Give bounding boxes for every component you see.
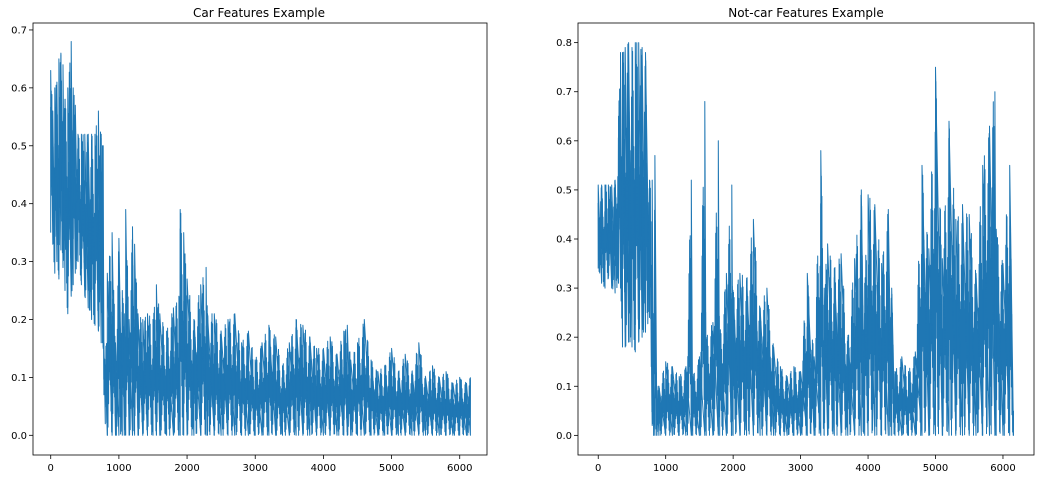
plot-frame: [32, 22, 488, 456]
x-tick-label: 4000: [855, 463, 880, 474]
series-layer: [597, 42, 1014, 436]
x-tick-label: 1000: [653, 463, 678, 474]
x-tick-label: 2000: [174, 463, 199, 474]
y-tick-label: 0.0: [11, 431, 27, 442]
y-tick-label: 0.1: [556, 382, 572, 393]
not-car-features-chart: Not-car Features Example 0 1000 2000 3000 40…: [556, 6, 1035, 474]
x-tick-label: 5000: [923, 463, 948, 474]
x-tick-label: 0: [48, 463, 54, 474]
y-tick-label: 0.3: [556, 284, 572, 295]
y-tick-label: 0.6: [556, 136, 572, 147]
series-layer: [50, 41, 471, 436]
y-tick-label: 0.4: [556, 235, 572, 246]
y-tick-label: 0.7: [11, 25, 27, 36]
x-tick-label: 6000: [447, 463, 472, 474]
series-peaks: [597, 42, 1014, 436]
x-tick-label: 3000: [243, 463, 268, 474]
y-axis: 0.0 0.1 0.2 0.3 0.4 0.5 0.6 0.7: [11, 25, 33, 442]
x-axis: 0 1000 2000 3000 4000 5000 6000: [48, 455, 472, 474]
x-tick-label: 0: [595, 463, 601, 474]
y-tick-label: 0.1: [11, 373, 27, 384]
series-line: [597, 42, 1014, 436]
y-tick-label: 0.7: [556, 87, 572, 98]
x-tick-label: 1000: [106, 463, 131, 474]
y-tick-label: 0.0: [556, 431, 572, 442]
x-tick-label: 5000: [379, 463, 404, 474]
series-peaks: [50, 41, 471, 436]
y-tick-label: 0.3: [11, 257, 27, 268]
y-tick-label: 0.4: [11, 199, 27, 210]
x-tick-label: 4000: [311, 463, 336, 474]
y-tick-label: 0.2: [556, 333, 572, 344]
x-tick-label: 6000: [990, 463, 1015, 474]
y-tick-label: 0.2: [11, 315, 27, 326]
x-tick-label: 3000: [788, 463, 813, 474]
y-tick-label: 0.8: [556, 38, 572, 49]
y-tick-label: 0.5: [556, 185, 572, 196]
chart-title: Car Features Example: [193, 6, 325, 20]
series-line: [50, 54, 471, 436]
y-axis: 0.0 0.1 0.2 0.3 0.4 0.5 0.6 0.7 0.8: [556, 38, 578, 442]
y-tick-label: 0.5: [11, 141, 27, 152]
car-features-chart: Car Features Example 0 1000 2000 3000 4000 50…: [11, 6, 488, 474]
chart-title: Not-car Features Example: [728, 6, 884, 20]
plot-frame: [577, 22, 1035, 456]
x-tick-label: 2000: [720, 463, 745, 474]
x-axis: 0 1000 2000 3000 4000 5000 6000: [595, 455, 1016, 474]
y-tick-label: 0.6: [11, 83, 27, 94]
